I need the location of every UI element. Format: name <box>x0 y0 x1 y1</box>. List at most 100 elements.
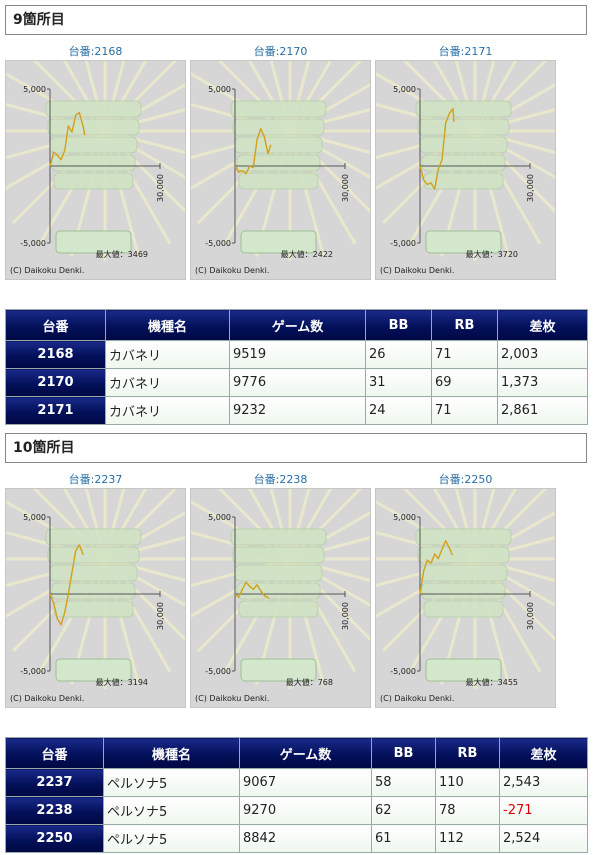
cell-no: 2170 <box>5 368 106 397</box>
background-tier <box>419 136 508 154</box>
cell-model: ペルソナ5 <box>103 796 240 825</box>
chart-svg: 5,000 -5,000 30,000 最大値：768 (C) Daikoku Denk… <box>191 489 370 703</box>
copyright-label: (C) Daikoku Denki. <box>10 266 84 275</box>
chart-background <box>191 489 370 689</box>
copyright-label: (C) Daikoku Denki. <box>195 694 269 703</box>
background-tier <box>234 564 323 582</box>
y-tick-label: 5,000 <box>393 513 416 522</box>
x-tick-label: 30,000 <box>526 174 535 202</box>
background-base <box>55 658 132 682</box>
y-tick-label: -5,000 <box>205 667 231 676</box>
series-line <box>49 111 86 167</box>
cell-no: 2238 <box>5 796 104 825</box>
y-tick-label: 5,000 <box>23 513 46 522</box>
background-tier <box>53 600 134 618</box>
table-row: 2250 ペルソナ5 8842 61 112 2,524 <box>5 824 588 853</box>
chart-background <box>6 61 185 261</box>
chart-block: 台番:2170 5,000 -5,000 30,000 最大値：2422 (C) Dai… <box>190 44 371 280</box>
table-header-row: 台番 機種名 ゲーム数 BB RB 差枚 <box>5 309 588 341</box>
cell-no: 2171 <box>5 396 106 425</box>
cell-diff: 1,373 <box>497 368 588 397</box>
header-games: ゲーム数 <box>239 737 372 769</box>
chart-label: 台番:2237 <box>68 473 123 486</box>
max-value-label: 最大値：3720 <box>466 249 518 259</box>
header-model: 機種名 <box>103 737 240 769</box>
background-tier <box>49 564 138 582</box>
background-base <box>240 230 317 254</box>
table-row: 2168 カバネリ 9519 26 71 2,003 <box>5 340 588 369</box>
data-table-10: 台番 機種名 ゲーム数 BB RB 差枚 2237 ペルソナ5 9067 58 … <box>5 737 588 853</box>
background-tier <box>45 100 142 118</box>
header-no: 台番 <box>5 737 104 769</box>
chart-svg: 5,000 -5,000 30,000 最大値：3469 (C) Daikoku Den… <box>6 61 185 275</box>
table-row: 2170 カバネリ 9776 31 69 1,373 <box>5 368 588 397</box>
cell-rb: 112 <box>435 824 500 853</box>
cell-diff: 2,861 <box>497 396 588 425</box>
background-tier <box>417 118 510 136</box>
cell-bb: 24 <box>365 396 432 425</box>
cell-rb: 78 <box>435 796 500 825</box>
chart-label: 台番:2238 <box>253 473 308 486</box>
background-tier <box>421 582 506 600</box>
background-base <box>240 658 317 682</box>
background-tier <box>230 528 327 546</box>
cell-diff: -271 <box>499 796 588 825</box>
cell-diff: 2,003 <box>497 340 588 369</box>
background-tier <box>45 528 142 546</box>
background-tier <box>234 136 323 154</box>
background-base <box>55 230 132 254</box>
background-tier <box>49 136 138 154</box>
series-line <box>234 581 270 599</box>
chart-block: 台番:2250 5,000 -5,000 30,000 最大値：3455 (C) Dai… <box>375 472 556 708</box>
chart-svg: 5,000 -5,000 30,000 最大値：3194 (C) Daikoku Den… <box>6 489 185 703</box>
y-tick-label: -5,000 <box>390 239 416 248</box>
background-tier <box>415 528 512 546</box>
section-title-10: 10箇所目 <box>5 433 587 463</box>
cell-games: 9776 <box>229 368 366 397</box>
table-header-row: 台番 機種名 ゲーム数 BB RB 差枚 <box>5 737 588 769</box>
header-rb: RB <box>435 737 500 769</box>
x-tick-label: 30,000 <box>526 602 535 630</box>
chart-panel: 5,000 -5,000 30,000 最大値：3469 (C) Daikoku Den… <box>5 60 186 280</box>
series-line <box>49 544 84 626</box>
chart-panel: 5,000 -5,000 30,000 最大値：3455 (C) Daikoku Den… <box>375 488 556 708</box>
chart-panel: 5,000 -5,000 30,000 最大値：3194 (C) Daikoku Den… <box>5 488 186 708</box>
cell-no: 2250 <box>5 824 104 853</box>
chart-svg: 5,000 -5,000 30,000 最大値：2422 (C) Daikoku Den… <box>191 61 370 275</box>
background-tier <box>232 118 325 136</box>
chart-label: 台番:2168 <box>68 45 123 58</box>
background-tier <box>47 546 140 564</box>
max-value-label: 最大値：3455 <box>466 677 518 687</box>
y-tick-label: 5,000 <box>393 85 416 94</box>
cell-bb: 26 <box>365 340 432 369</box>
max-value-label: 最大値：3469 <box>96 249 148 259</box>
cell-model: カバネリ <box>105 368 230 397</box>
cell-model: カバネリ <box>105 396 230 425</box>
header-bb: BB <box>371 737 436 769</box>
cell-diff: 2,524 <box>499 824 588 853</box>
y-tick-label: -5,000 <box>20 667 46 676</box>
series-line <box>419 108 455 190</box>
header-bb: BB <box>365 309 432 341</box>
cell-games: 8842 <box>239 824 372 853</box>
table-row: 2237 ペルソナ5 9067 58 110 2,543 <box>5 768 588 797</box>
chart-label: 台番:2170 <box>253 45 308 58</box>
background-tier <box>415 100 512 118</box>
series-line <box>419 540 454 595</box>
background-tier <box>232 546 325 564</box>
cell-games: 9067 <box>239 768 372 797</box>
data-table-9: 台番 機種名 ゲーム数 BB RB 差枚 2168 カバネリ 9519 26 7… <box>5 309 588 425</box>
y-tick-label: -5,000 <box>390 667 416 676</box>
cell-rb: 71 <box>431 396 498 425</box>
y-tick-label: -5,000 <box>205 239 231 248</box>
header-no: 台番 <box>5 309 106 341</box>
copyright-label: (C) Daikoku Denki. <box>380 266 454 275</box>
chart-background <box>376 489 555 689</box>
x-tick-label: 30,000 <box>341 174 350 202</box>
background-tier <box>230 100 327 118</box>
x-tick-label: 30,000 <box>156 602 165 630</box>
background-tier <box>423 600 504 618</box>
section-title-9: 9箇所目 <box>5 5 587 35</box>
y-tick-label: 5,000 <box>208 513 231 522</box>
chart-panel: 5,000 -5,000 30,000 最大値：3720 (C) Daikoku Den… <box>375 60 556 280</box>
